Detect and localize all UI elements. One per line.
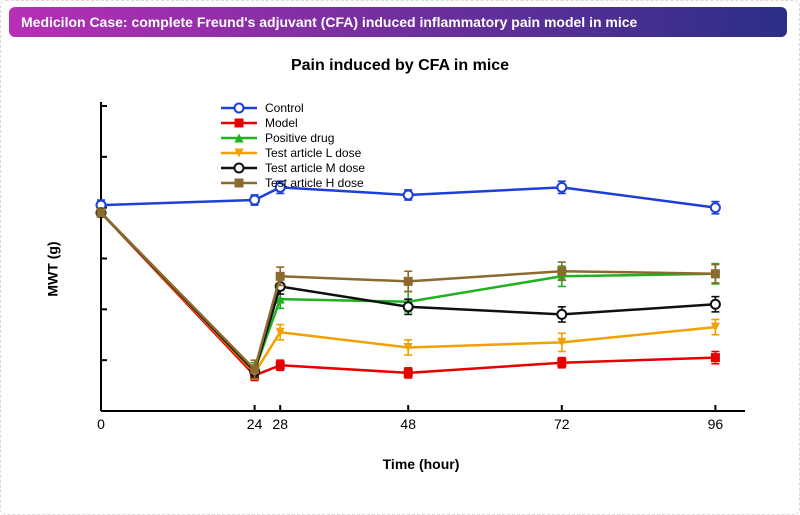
- x-tick-label: 28: [272, 416, 288, 432]
- legend-label: Model: [265, 116, 298, 130]
- legend-label: Control: [265, 101, 304, 115]
- marker-square: [97, 208, 106, 217]
- marker-square: [557, 358, 566, 367]
- header-bar: Medicilon Case: complete Freund's adjuva…: [9, 7, 787, 37]
- marker-square: [404, 277, 413, 286]
- x-tick-label: 24: [247, 416, 263, 432]
- legend-label: Test article L dose: [265, 146, 362, 160]
- marker-circle: [250, 196, 259, 205]
- series: [97, 181, 720, 214]
- marker-square: [557, 267, 566, 276]
- figure-frame: Medicilon Case: complete Freund's adjuva…: [0, 0, 800, 515]
- y-axis-label: MWT (g): [45, 241, 61, 296]
- legend: ControlModelPositive drugTest article L …: [221, 101, 365, 190]
- marker-circle: [404, 190, 413, 199]
- header-text: Medicilon Case: complete Freund's adjuva…: [21, 14, 637, 30]
- marker-circle: [557, 183, 566, 192]
- marker-square: [711, 269, 720, 278]
- marker-square: [404, 368, 413, 377]
- legend-label: Positive drug: [265, 131, 334, 145]
- marker-square: [276, 272, 285, 281]
- chart-title: Pain induced by CFA in mice: [1, 57, 799, 75]
- x-tick-label: 72: [554, 416, 570, 432]
- y-axis-label-wrap: MWT (g): [41, 96, 65, 441]
- x-axis-label: Time (hour): [91, 456, 751, 472]
- plot-area: 024284872961234567ControlModelPositive d…: [91, 96, 751, 441]
- marker-circle: [235, 104, 244, 113]
- x-tick-label: 96: [708, 416, 724, 432]
- marker-circle: [235, 164, 244, 173]
- marker-circle: [711, 300, 720, 309]
- marker-square: [235, 119, 244, 128]
- x-tick-label: 0: [97, 416, 105, 432]
- marker-square: [235, 179, 244, 188]
- marker-circle: [711, 203, 720, 212]
- legend-label: Test article M dose: [265, 161, 365, 175]
- line-chart-svg: 024284872961234567ControlModelPositive d…: [91, 96, 751, 441]
- marker-circle: [557, 310, 566, 319]
- marker-circle: [404, 302, 413, 311]
- marker-square: [276, 361, 285, 370]
- marker-square: [711, 353, 720, 362]
- marker-square: [250, 365, 259, 374]
- legend-label: Test article H dose: [265, 176, 364, 190]
- x-tick-label: 48: [400, 416, 416, 432]
